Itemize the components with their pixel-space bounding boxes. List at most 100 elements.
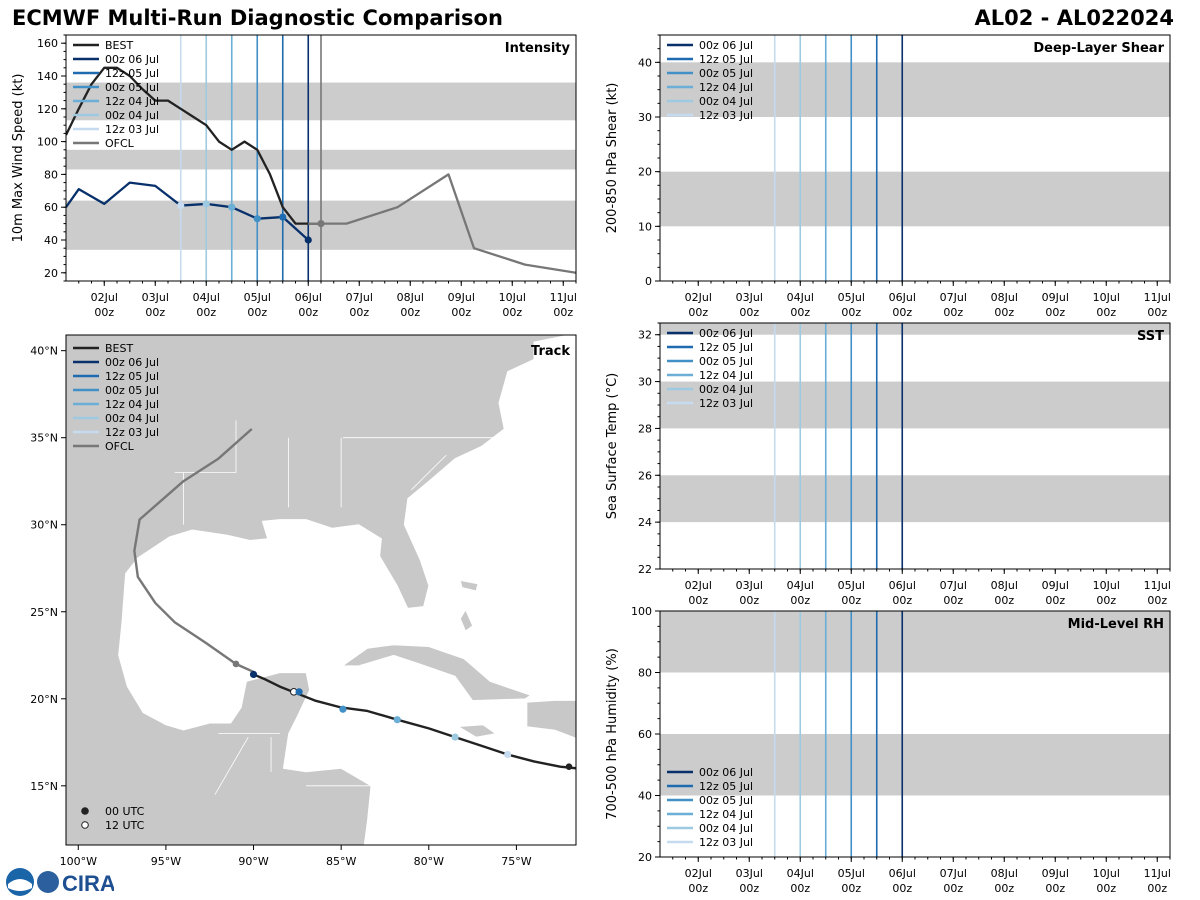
x-tick-label: 10Jul <box>499 291 526 304</box>
x-tick-label: 00z <box>688 882 708 895</box>
x-tick-label: 00z <box>943 594 963 607</box>
legend-label: 12z 05 Jul <box>699 341 753 354</box>
plot-background <box>660 323 1170 569</box>
x-tick-label: 02Jul <box>685 579 712 592</box>
plot-area <box>66 35 576 281</box>
x-tick-label: 00z <box>1096 594 1116 607</box>
chart-shear: 0 10 20 30 40 02Jul 00z 03Jul 00z 04Jul 00z 05Jul 00… <box>605 34 1171 319</box>
panel-title: Deep-Layer Shear <box>1033 41 1164 56</box>
x-tick-label: 03Jul <box>736 291 763 304</box>
x-tick-label: 09Jul <box>1042 291 1069 304</box>
track-point <box>565 763 573 770</box>
x-tick-label: 00z <box>994 594 1014 607</box>
x-tick-label: 06Jul <box>889 579 916 592</box>
y-tick-label: 15°N <box>30 780 58 793</box>
x-tick-label: 00z <box>892 306 912 319</box>
x-tick-label: 08Jul <box>991 291 1018 304</box>
x-tick-label: 00z <box>688 306 708 319</box>
legend-label: 12z 04 Jul <box>699 81 753 94</box>
threshold-band <box>660 475 1170 523</box>
cira-logo-mark: CIRA <box>62 871 114 896</box>
y-tick-label: 22 <box>638 563 652 576</box>
x-tick-label: 05Jul <box>838 291 865 304</box>
y-tick-label: 60 <box>638 728 652 741</box>
y-tick-label: 100 <box>631 605 652 618</box>
y-axis-label: 700-500 hPa Humidity (%) <box>605 648 620 820</box>
threshold-band <box>660 62 1170 117</box>
run-marker <box>228 203 236 211</box>
legend-label: 00z 04 Jul <box>699 822 753 835</box>
y-axis-label: 200-850 hPa Shear (kt) <box>605 83 620 234</box>
storm-id-title: AL02 - AL022024 <box>974 6 1175 30</box>
series-best <box>66 66 321 225</box>
plot-area <box>660 35 1170 281</box>
x-tick-label: 05Jul <box>838 579 865 592</box>
legend-label: 12z 03 Jul <box>699 397 753 410</box>
x-tick-label: 07Jul <box>940 579 967 592</box>
legend-label: 00z 04 Jul <box>105 412 159 425</box>
cira-globe-icon <box>37 871 59 893</box>
legend-label: 00z 06 Jul <box>105 356 159 369</box>
plot-area <box>660 611 1170 857</box>
threshold-band <box>660 381 1170 429</box>
y-axis-label: 10m Max Wind Speed (kt) <box>11 74 26 243</box>
x-tick-label: 07Jul <box>346 291 373 304</box>
track-point <box>232 660 240 668</box>
axes-frame <box>65 334 577 846</box>
x-tick-label: 03Jul <box>736 867 763 880</box>
x-tick-label: 85°W <box>326 855 356 868</box>
y-tick-label: 160 <box>37 37 58 50</box>
legend-label: 00z 06 Jul <box>699 39 753 52</box>
y-tick-label: 40 <box>638 56 652 69</box>
x-tick-label: 00z <box>1147 306 1167 319</box>
x-tick-label: 03Jul <box>736 579 763 592</box>
marker-legend-label: 12 UTC <box>105 819 145 832</box>
x-tick-label: 00z <box>196 306 216 319</box>
x-tick-label: 00z <box>1096 882 1116 895</box>
y-tick-label: 30 <box>638 111 652 124</box>
x-tick-label: 09Jul <box>448 291 475 304</box>
x-tick-label: 00z <box>298 306 318 319</box>
x-tick-label: 07Jul <box>940 291 967 304</box>
x-tick-label: 10Jul <box>1093 291 1120 304</box>
series-ofcl <box>308 173 576 274</box>
x-tick-label: 03Jul <box>142 291 169 304</box>
x-tick-label: 09Jul <box>1042 867 1069 880</box>
panel-title: SST <box>1137 329 1164 344</box>
ofcl-marker <box>317 220 325 228</box>
x-tick-label: 00z <box>451 306 471 319</box>
marker-legend-symbol <box>81 821 89 829</box>
chart-sst: 22 24 26 28 30 32 02Jul 00z 03Jul 00z 04Jul 00z 05Ju… <box>605 322 1171 607</box>
x-tick-label: 00z <box>892 594 912 607</box>
y-tick-label: 20 <box>44 267 58 280</box>
run-position-marker <box>339 705 347 713</box>
x-tick-label: 00z <box>1045 882 1065 895</box>
y-tick-label: 35°N <box>30 432 58 445</box>
land-jamaica <box>457 724 497 738</box>
legend-label: 12z 03 Jul <box>105 123 159 136</box>
y-tick-label: 20°N <box>30 693 58 706</box>
x-tick-label: 04Jul <box>787 579 814 592</box>
chart-track: 15°N 20°N 25°N 30°N 35°N 40°N 100°W 95°W 90°W 85°… <box>30 334 577 868</box>
run-position-marker <box>393 716 401 724</box>
run-marker <box>177 201 185 210</box>
y-tick-label: 140 <box>37 70 58 83</box>
chart-rh: 20 40 60 80 100 02Jul 00z 03Jul 00z 04Jul 00z 05Jul… <box>605 605 1171 895</box>
legend-label: 12z 04 Jul <box>699 369 753 382</box>
x-tick-label: 00z <box>739 594 759 607</box>
marker-legend-symbol <box>81 807 89 815</box>
legend-label: 12z 05 Jul <box>699 53 753 66</box>
legend-label: 00z 05 Jul <box>699 355 753 368</box>
x-tick-label: 06Jul <box>889 291 916 304</box>
x-tick-label: 00z <box>994 306 1014 319</box>
threshold-band <box>660 734 1170 796</box>
x-tick-label: 10Jul <box>1093 867 1120 880</box>
x-tick-label: 04Jul <box>787 867 814 880</box>
legend-label: 12z 05 Jul <box>105 67 159 80</box>
x-tick-label: 10Jul <box>1093 579 1120 592</box>
run-marker <box>202 200 210 208</box>
x-tick-label: 00z <box>247 306 267 319</box>
x-tick-label: 00z <box>688 594 708 607</box>
